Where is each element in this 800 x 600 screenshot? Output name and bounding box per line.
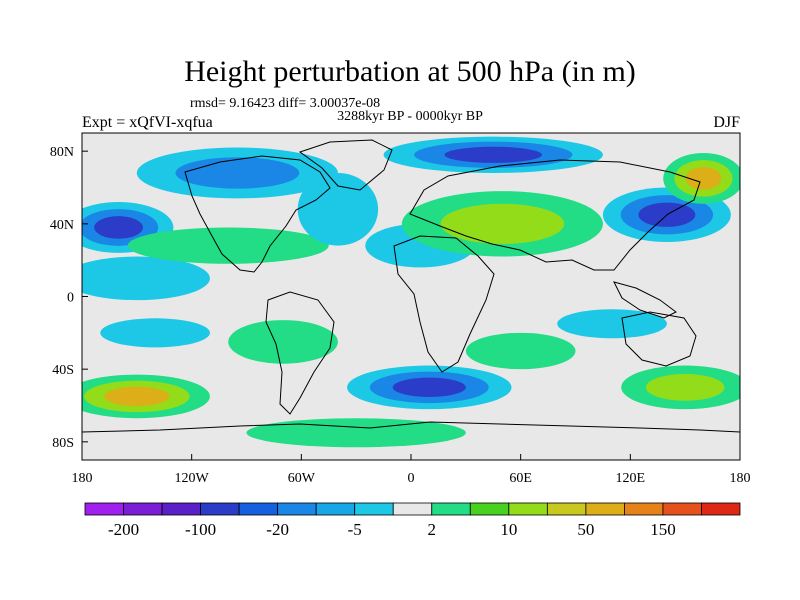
x-tick-label: 120E [616,471,646,486]
field-anomaly [228,320,338,364]
coastline-eurasia [409,159,701,271]
contour-fill [465,332,576,370]
field-anomaly [136,147,338,199]
coastline-africa [393,235,495,373]
chart-title: Height perturbation at 500 hPa (in m) [184,55,636,88]
colorbar-label: -20 [266,520,289,539]
field-anomaly [100,318,210,348]
x-tick-label: 60W [288,471,316,486]
contour-fill [440,203,565,244]
contour-fill [444,146,542,163]
contour-fill [557,309,667,339]
contour-fill [104,386,170,407]
contour-fill [100,318,210,348]
colorbar-bin [84,502,124,516]
contour-fill [94,216,143,239]
colorbar-label: -200 [108,520,139,539]
field-anomaly [82,256,210,301]
contour-fill [175,157,300,189]
subtitle-period: 3288kyr BP - 0000kyr BP [337,109,483,124]
field-anomaly [621,365,740,410]
y-tick-label: 80N [50,145,74,160]
contour-fill [228,320,338,364]
coastline-antarctica [82,421,740,433]
colorbar-bin [469,502,510,516]
contour-fill [246,418,466,448]
y-tick-label: 80S [52,436,74,451]
colorbar-bin [662,502,702,516]
coastline-south-america [265,291,335,415]
colorbar: -200 -100 -20 -5 2 10 50 150 [84,502,741,539]
field-anomaly [557,309,667,339]
left-label: Expt = xQfVI-xqfua [82,114,213,131]
colorbar-bin [431,502,471,516]
colorbar-bin [546,502,587,516]
colorbar-bin [508,502,548,516]
colorbar-bin [354,502,394,516]
colorbar-label: 2 [428,520,437,539]
colorbar-label: 50 [577,520,594,539]
colorbar-bin [392,502,433,516]
map-plot: 180 120W 60W 0 60E 120E 180 80N 40N 0 40S 80S [50,132,751,486]
y-tick-label: 0 [67,291,74,306]
x-tick-label: 0 [408,471,415,486]
field-anomaly [127,227,329,264]
subtitle-stats: rmsd= 9.16423 diff= 3.00037e-08 [190,96,380,111]
colorbar-bin [315,502,356,516]
contour-fill [127,227,329,264]
x-tick-label: 120W [175,471,210,486]
y-tick-label: 40N [50,218,74,233]
colorbar-label: 10 [500,520,517,539]
colorbar-bin [624,502,664,516]
field-anomaly [297,172,379,246]
colorbar-label: 150 [650,520,676,539]
colorbar-bin [238,502,279,516]
contour-fill [297,172,379,246]
coastline-north-america [184,155,331,273]
x-tick-label: 180 [72,471,93,486]
field-anomaly [465,332,576,370]
field-anomaly [82,374,210,419]
field-anomaly [347,365,512,410]
contour-fill [82,256,210,301]
y-tick-label: 40S [52,363,74,378]
contour-fill [392,377,466,398]
contour-fill [685,167,722,190]
x-tick-label: 180 [730,471,751,486]
contour-fill [645,373,725,401]
coastline-australia [621,311,697,367]
coastline-southeast-asia [613,281,677,319]
colorbar-bin [701,502,741,516]
field-anomaly [401,191,603,257]
colorbar-bin [123,502,163,516]
coastline-greenland [298,139,393,191]
colorbar-bin [585,502,625,516]
right-label: DJF [713,114,740,131]
colorbar-label: -100 [185,520,216,539]
field-anomaly [246,418,466,448]
colorbar-bin [277,502,317,516]
field-anomaly [383,136,603,173]
field-anomaly [663,152,740,204]
x-tick-label: 60E [509,471,532,486]
colorbar-label: -5 [348,520,362,539]
colorbar-bin [200,502,240,516]
colorbar-bin [161,502,201,516]
